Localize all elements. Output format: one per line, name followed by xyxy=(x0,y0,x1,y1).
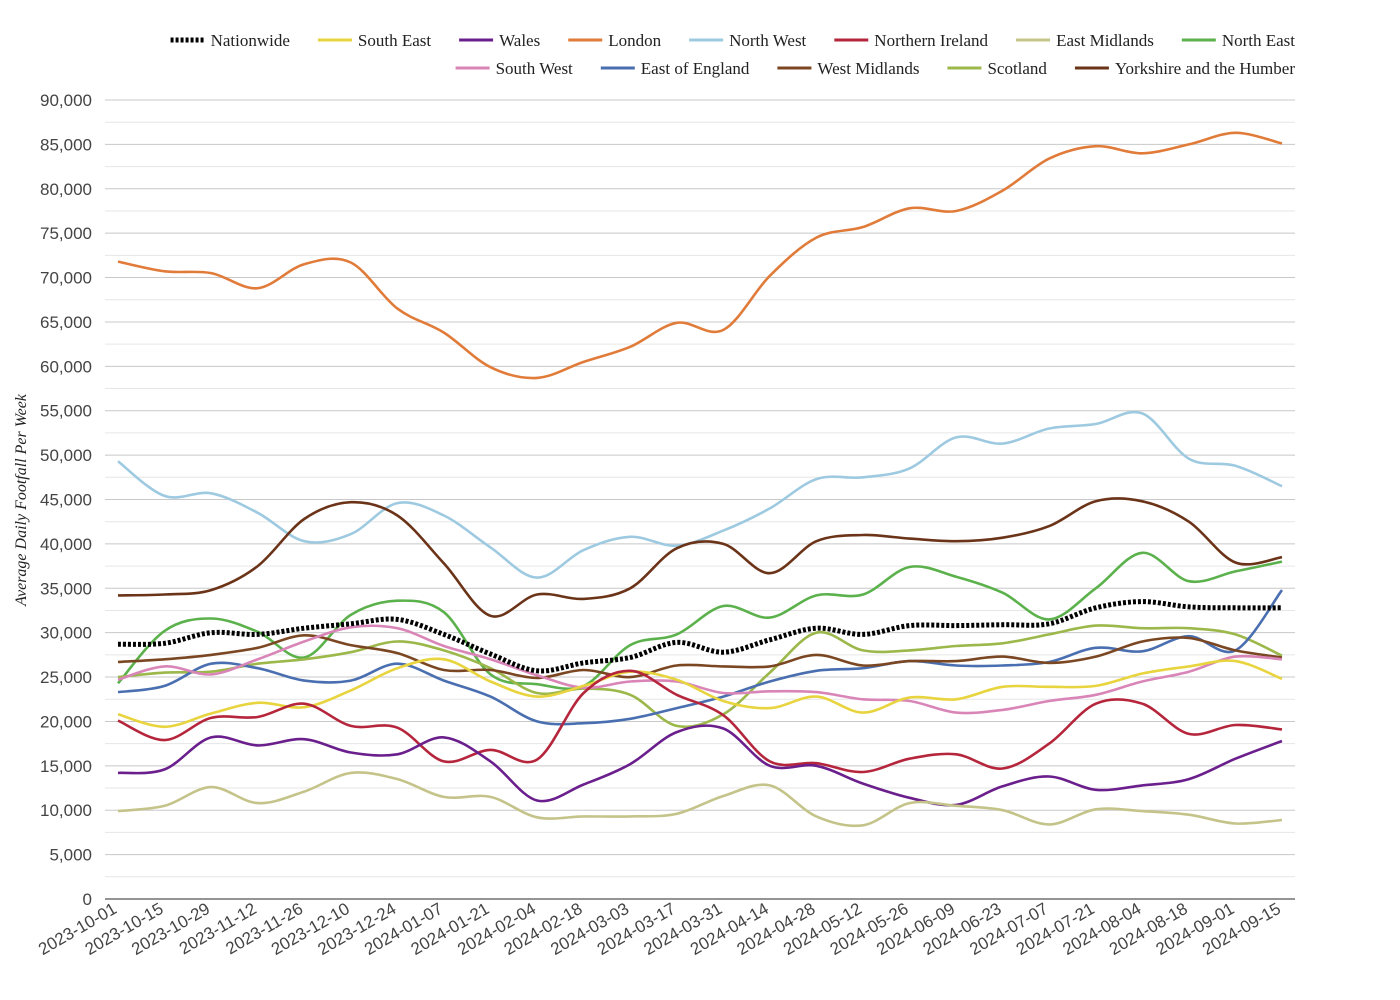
series-line-east-midlands xyxy=(117,771,1283,828)
y-axis-tick-labels: 0 5,000 10,000 15,000 20,000 25,000 30,000 35,0… xyxy=(40,91,92,909)
y-tick-label: 20,000 xyxy=(40,712,92,731)
legend-label-scotland: Scotland xyxy=(987,59,1047,78)
y-tick-label: 30,000 xyxy=(40,624,92,643)
series-line-north-east xyxy=(117,551,1283,691)
x-axis-tick-labels: 2023-10-012023-10-152023-10-292023-11-12… xyxy=(35,899,1284,959)
y-tick-label: 70,000 xyxy=(40,269,92,288)
legend-label-east-midlands: East Midlands xyxy=(1056,31,1154,50)
y-tick-label: 65,000 xyxy=(40,313,92,332)
y-tick-label: 15,000 xyxy=(40,757,92,776)
y-tick-label: 50,000 xyxy=(40,446,92,465)
y-tick-label: 40,000 xyxy=(40,535,92,554)
series-line-nationwide xyxy=(117,599,1283,674)
y-tick-label: 35,000 xyxy=(40,579,92,598)
y-tick-label: 0 xyxy=(83,890,92,909)
legend-label-south-east: South East xyxy=(358,31,431,50)
y-tick-label: 80,000 xyxy=(40,180,92,199)
legend-label-wales: Wales xyxy=(499,31,540,50)
series-line-london xyxy=(117,131,1283,380)
y-tick-label: 55,000 xyxy=(40,402,92,421)
series-line-scotland xyxy=(117,624,1283,728)
legend-label-east-of-england: East of England xyxy=(641,59,750,78)
series-line-wales xyxy=(117,724,1283,807)
legend-label-northern-ireland: Northern Ireland xyxy=(874,31,988,50)
y-tick-label: 5,000 xyxy=(49,846,92,865)
y-tick-label: 45,000 xyxy=(40,491,92,510)
y-tick-label: 25,000 xyxy=(40,668,92,687)
legend-label-london: London xyxy=(608,31,661,50)
y-tick-label: 75,000 xyxy=(40,224,92,243)
y-tick-label: 90,000 xyxy=(40,91,92,110)
series-line-south-east xyxy=(117,657,1283,729)
y-tick-label: 10,000 xyxy=(40,801,92,820)
series-line-north-west xyxy=(117,410,1283,579)
series-line-northern-ireland xyxy=(117,669,1283,774)
series-lines xyxy=(117,131,1284,828)
legend-label-north-west: North West xyxy=(729,31,806,50)
y-tick-label: 85,000 xyxy=(40,135,92,154)
series-line-yorkshire-and-the-humber xyxy=(117,497,1283,618)
legend-label-west-midlands: West Midlands xyxy=(817,59,919,78)
legend-label-south-west: South West xyxy=(496,59,573,78)
legend: Nationwide South East Wales London North Wes… xyxy=(170,31,1295,78)
legend-label-north-east: North East xyxy=(1222,31,1295,50)
y-axis-title: Average Daily Footfall Per Week xyxy=(13,393,30,607)
legend-label-nationwide: Nationwide xyxy=(211,31,290,50)
series-line-west-midlands xyxy=(117,633,1283,680)
series-line-east-of-england xyxy=(117,589,1284,726)
grid-lines xyxy=(105,99,1295,900)
series-line-south-west xyxy=(117,624,1283,715)
legend-label-yorkshire-and-the-humber: Yorkshire and the Humber xyxy=(1115,59,1295,78)
y-tick-label: 60,000 xyxy=(40,357,92,376)
